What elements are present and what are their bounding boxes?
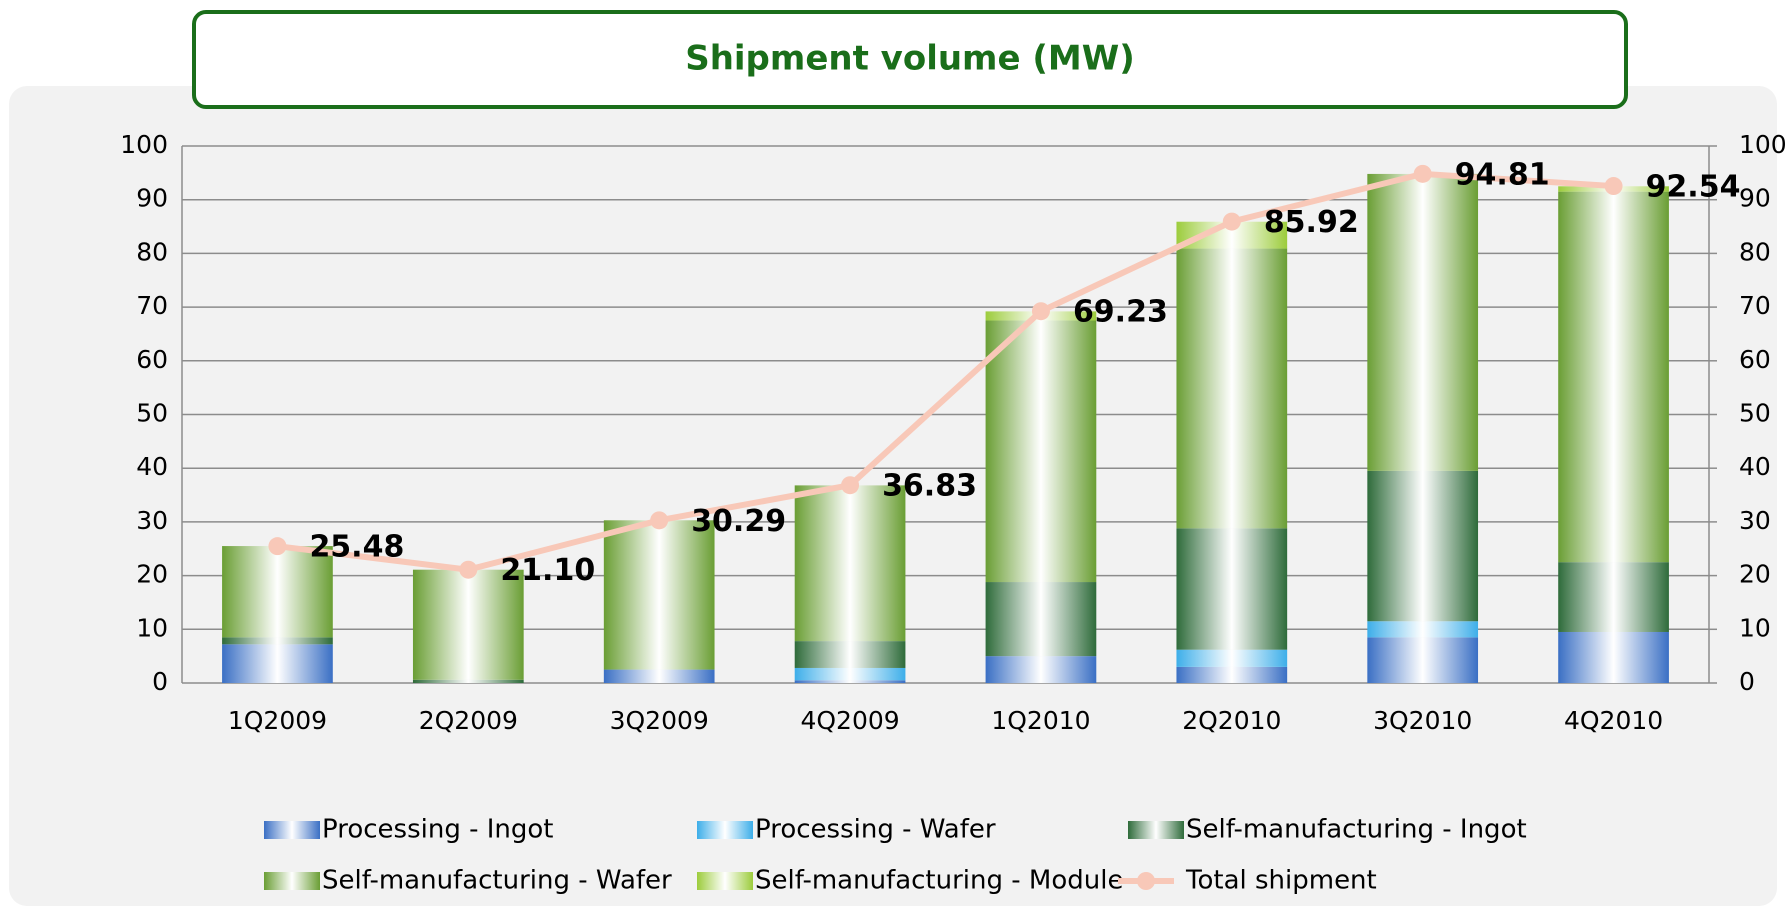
bar-segment [1558, 191, 1669, 563]
y-tick-label: 90 [136, 184, 168, 213]
legend-swatch [264, 872, 320, 890]
bar-segment [412, 569, 524, 680]
x-tick-label: 4Q2010 [1564, 706, 1663, 735]
chart-title: Shipment volume (MW) [685, 39, 1135, 79]
x-tick-label: 3Q2010 [1373, 706, 1472, 735]
legend-swatch [1128, 821, 1184, 839]
bar-segment [1367, 637, 1479, 683]
y-tick-label: 30 [136, 506, 168, 535]
y2-tick-label: 10 [1739, 613, 1771, 642]
marker [650, 511, 669, 530]
data-label: 25.48 [309, 530, 404, 565]
bar-segment [603, 669, 715, 683]
marker [1031, 302, 1050, 321]
y2-tick-label: 20 [1739, 560, 1771, 589]
legend-label: Processing - Ingot [322, 815, 554, 845]
legend-swatch [697, 872, 753, 890]
data-label: 85.92 [1264, 205, 1359, 240]
bar-segment [794, 667, 906, 681]
legend-label: Processing - Wafer [755, 815, 996, 845]
bar-segment [794, 680, 906, 683]
y-tick-label: 40 [136, 452, 168, 481]
y-tick-label: 0 [152, 667, 168, 696]
bar-segment [222, 637, 333, 645]
bar-segment [794, 485, 906, 642]
bar-segment [1367, 173, 1479, 471]
y2-tick-label: 30 [1739, 506, 1771, 535]
y-tick-label: 10 [136, 613, 168, 642]
line [277, 170, 1614, 573]
bar-segment [794, 641, 906, 668]
bar-segment [1367, 621, 1479, 638]
y-tick-label: 60 [136, 345, 168, 374]
data-label: 21.10 [500, 553, 595, 588]
y2-tick-label: 40 [1739, 452, 1771, 481]
legend-label: Self-manufacturing - Module [755, 866, 1123, 896]
y2-tick-label: 50 [1739, 399, 1771, 428]
y-tick-label: 50 [136, 399, 168, 428]
bar-segment [603, 520, 715, 670]
bar-segment [1176, 528, 1288, 650]
data-label: 30.29 [691, 504, 786, 539]
legend-label: Self-manufacturing - Ingot [1186, 815, 1527, 845]
data-label: 36.83 [882, 469, 977, 504]
marker [1222, 212, 1241, 231]
x-tick-label: 1Q2010 [991, 706, 1090, 735]
y2-tick-label: 90 [1739, 184, 1771, 213]
data-label: 69.23 [1073, 295, 1168, 330]
y2-tick-label: 60 [1739, 345, 1771, 374]
bar-segment [1558, 631, 1669, 683]
bar-segment [985, 582, 1097, 657]
legend-marker [1137, 872, 1155, 890]
x-tick-label: 2Q2010 [1182, 706, 1281, 735]
bar-segment [222, 546, 333, 638]
bar-segment [1367, 470, 1479, 622]
bar-segment [1176, 248, 1288, 529]
marker [841, 476, 860, 495]
bar-segment [985, 656, 1097, 683]
bar-segment [985, 320, 1097, 583]
marker [1604, 177, 1623, 196]
legend-label: Self-manufacturing - Wafer [322, 866, 672, 896]
bar-segment [1558, 562, 1669, 632]
x-tick-label: 1Q2009 [228, 706, 327, 735]
x-tick-label: 2Q2009 [419, 706, 518, 735]
bar-segment [1176, 666, 1288, 683]
y2-tick-label: 70 [1739, 291, 1771, 320]
bar-segment [412, 679, 524, 683]
y-tick-label: 70 [136, 291, 168, 320]
legend-swatch [697, 821, 753, 839]
y-tick-label: 80 [136, 237, 168, 266]
y2-tick-label: 0 [1739, 667, 1755, 696]
bar-segment [1176, 649, 1288, 667]
legend-label: Total shipment [1185, 866, 1377, 896]
legend-swatch [264, 821, 320, 839]
y-tick-label: 20 [136, 560, 168, 589]
title-box [192, 10, 1628, 109]
data-label: 92.54 [1646, 170, 1741, 205]
marker [268, 537, 287, 556]
data-label: 94.81 [1455, 157, 1550, 192]
x-tick-label: 3Q2009 [610, 706, 709, 735]
y-tick-label: 100 [120, 130, 168, 159]
y2-tick-label: 80 [1739, 237, 1771, 266]
y2-tick-label: 100 [1739, 130, 1786, 159]
marker [1413, 164, 1432, 183]
marker [459, 560, 478, 579]
bar-segment [222, 644, 333, 683]
x-tick-label: 4Q2009 [800, 706, 899, 735]
